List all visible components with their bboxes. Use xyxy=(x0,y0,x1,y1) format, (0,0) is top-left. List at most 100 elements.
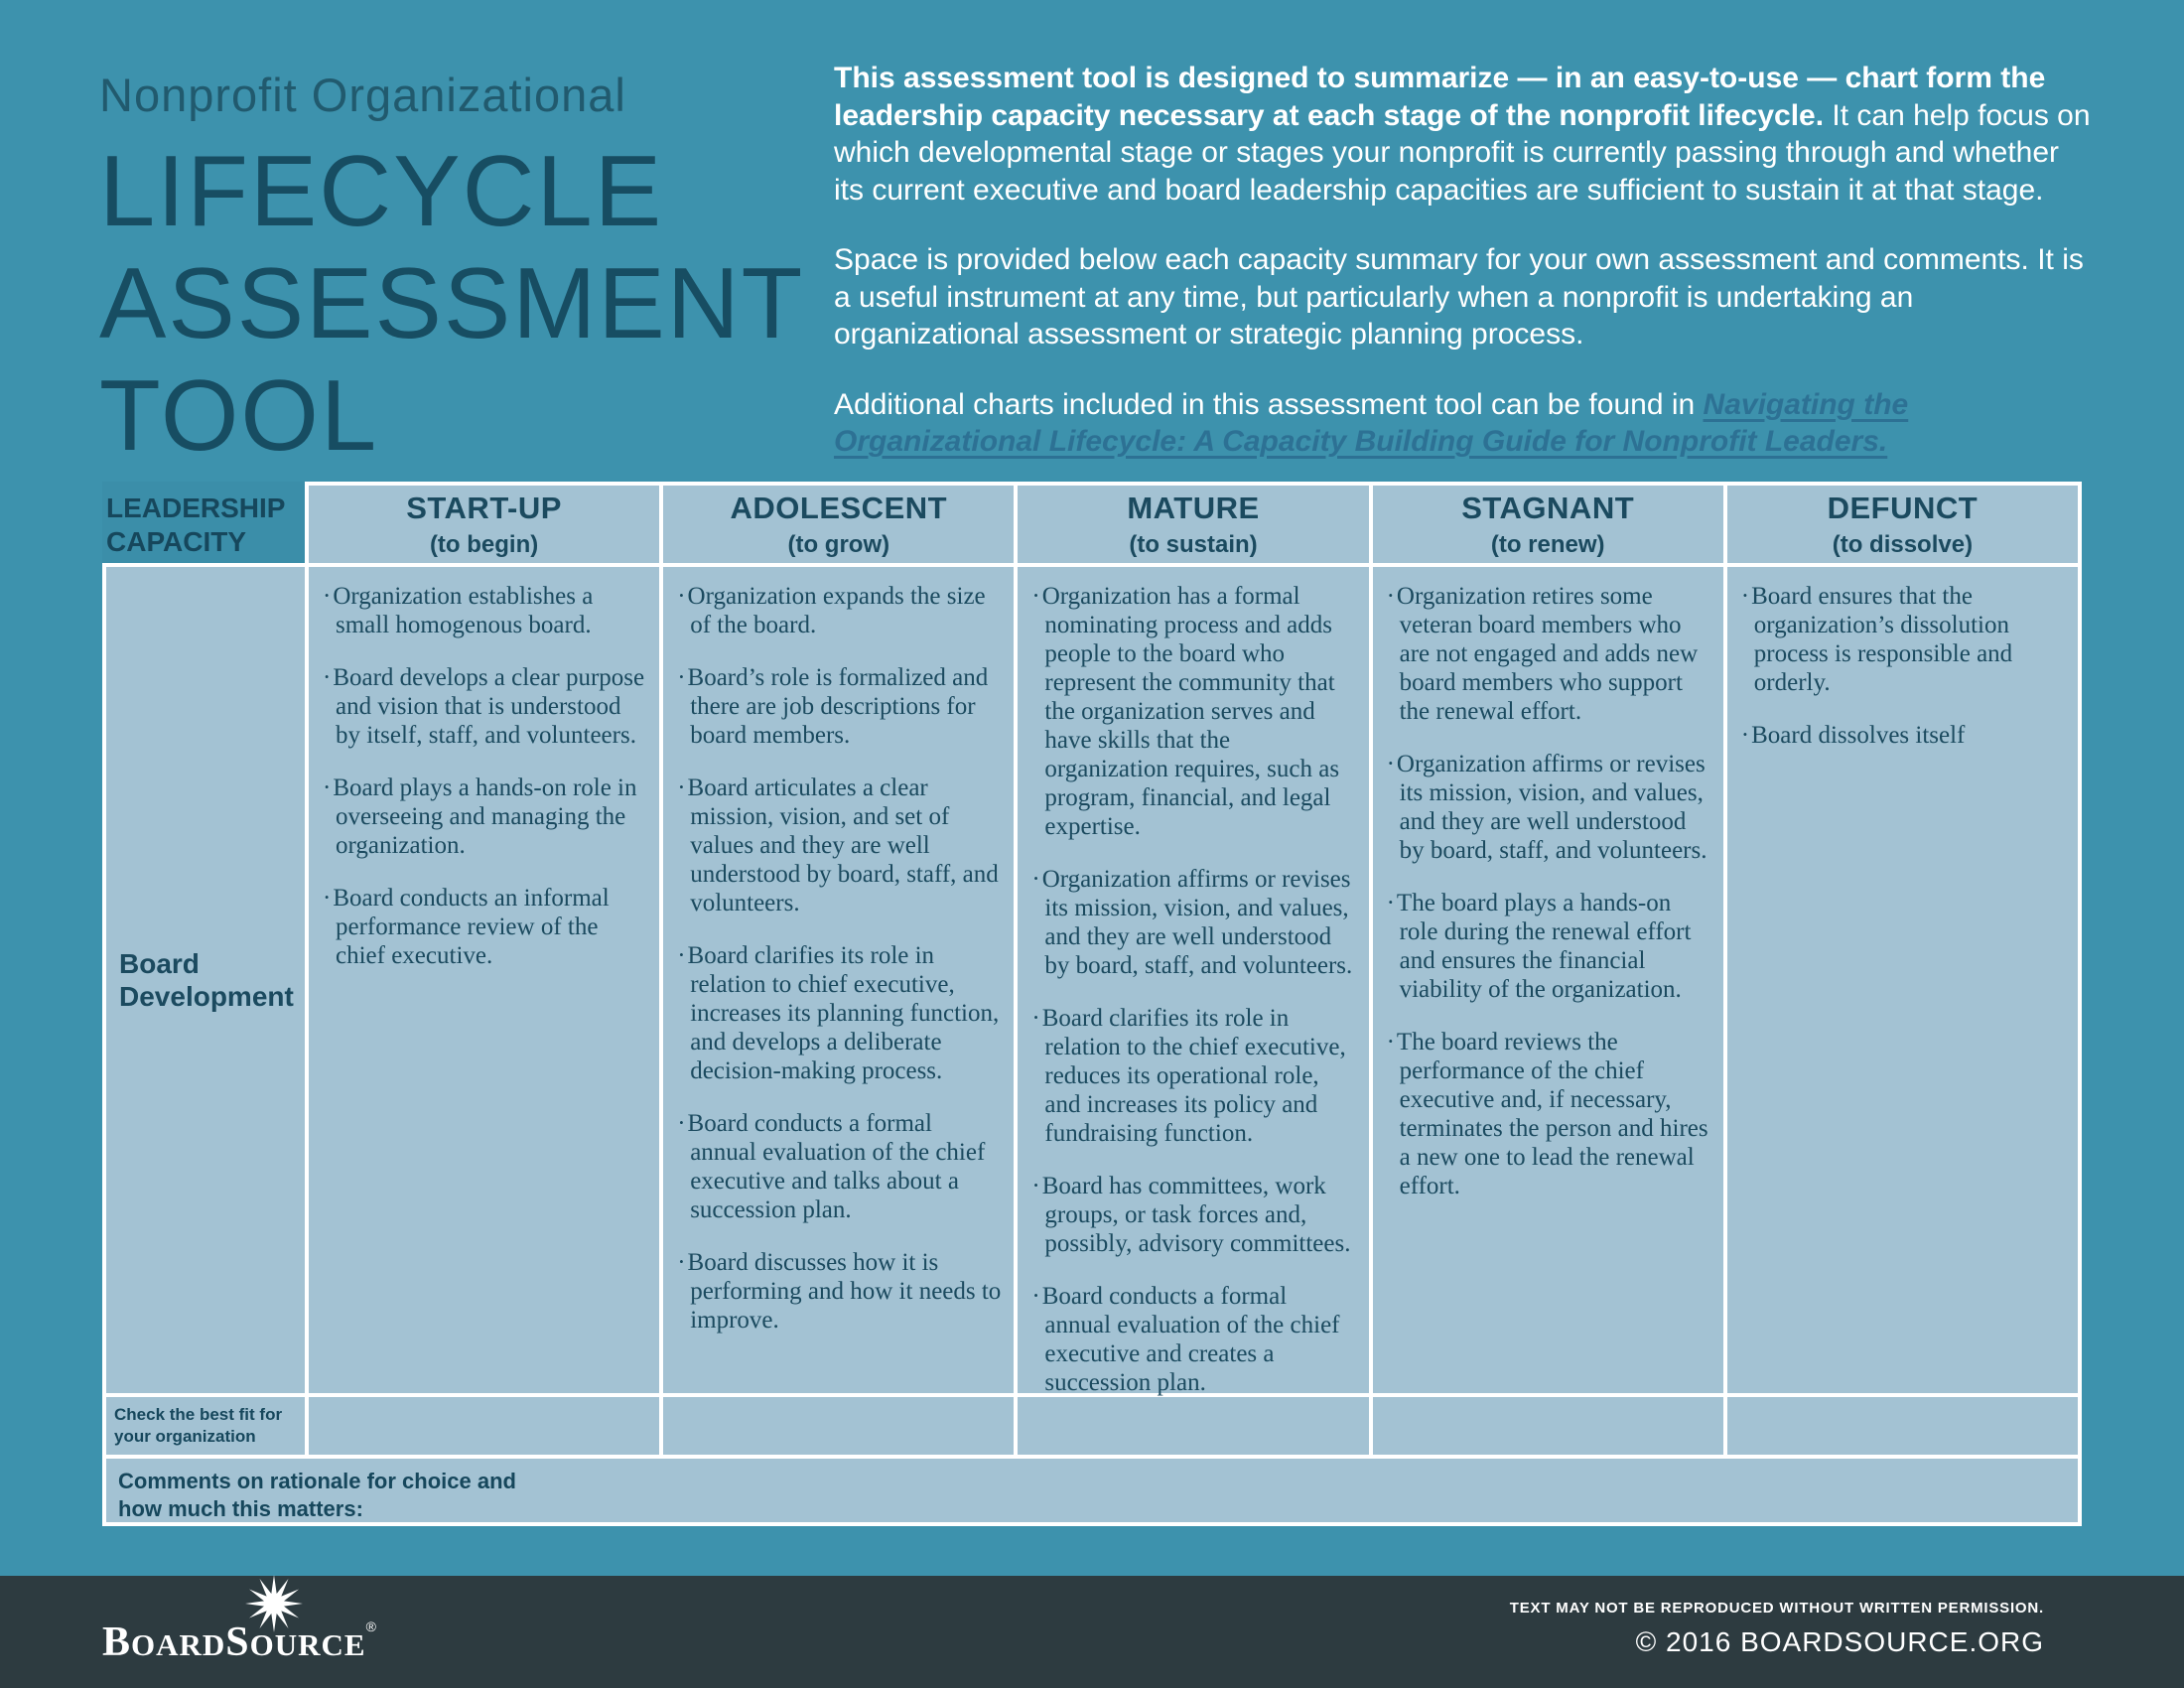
lifecycle-guide-link[interactable]: Navigating the Organizational Lifecycle:… xyxy=(834,387,1909,459)
bullet-item: ·Organization retires some veteran board… xyxy=(1387,582,1713,726)
bullet-text: Organization affirms or revises its miss… xyxy=(1041,866,1353,979)
bullet-item: ·Board has committees, work groups, or t… xyxy=(1031,1172,1358,1258)
sunburst-icon xyxy=(245,1575,303,1632)
bullet-item: ·Board clarifies its role in relation to… xyxy=(1031,1004,1358,1148)
column-header-start-up: START-UP (to begin) xyxy=(309,486,660,563)
bullet-item: ·Board’s role is formalized and there ar… xyxy=(677,663,1004,750)
bullet-item: ·Organization affirms or revises its mis… xyxy=(1031,865,1358,980)
bullet-text: Board articulates a clear mission, visio… xyxy=(687,774,999,916)
bullet-item: ·Organization affirms or revises its mis… xyxy=(1387,750,1713,865)
bullet-item: ·Board develops a clear purpose and visi… xyxy=(323,663,649,750)
best-fit-cell-adolescent[interactable] xyxy=(663,1397,1015,1455)
stage-name: DEFUNCT xyxy=(1827,490,1979,525)
bullet-item: ·Board dissolves itself xyxy=(1741,721,2068,750)
stage-subtitle: (to renew) xyxy=(1490,530,1605,558)
intro-paragraph-3: Additional charts included in this asses… xyxy=(834,386,2097,461)
page-kicker: Nonprofit Organizational xyxy=(99,69,626,121)
column-header-stagnant: STAGNANT (to renew) xyxy=(1372,486,1723,563)
bullet-text: Board conducts a formal annual evaluatio… xyxy=(687,1110,986,1223)
bullet-dot: · xyxy=(1031,866,1040,893)
logo-ource: OURCE xyxy=(249,1627,366,1662)
bullet-dot: · xyxy=(1386,1029,1395,1055)
stage-subtitle: (to sustain) xyxy=(1129,530,1258,558)
best-fit-cell-mature[interactable] xyxy=(1018,1397,1369,1455)
bullet-item: ·Organization establishes a small homoge… xyxy=(323,582,649,639)
row-label-board-development: Board Development xyxy=(106,567,305,1393)
bullet-text: Board clarifies its role in relation to … xyxy=(687,942,1000,1084)
bullet-text: Organization has a formal nominating pro… xyxy=(1041,583,1340,840)
stage-name: ADOLESCENT xyxy=(730,490,948,525)
bullet-dot: · xyxy=(323,885,332,912)
bullet-dot: · xyxy=(1031,1005,1040,1032)
bullet-text: The board reviews the performance of the… xyxy=(1396,1029,1708,1199)
board-development-start-up: ·Organization establishes a small homoge… xyxy=(309,567,660,1393)
bullet-dot: · xyxy=(1740,583,1750,610)
best-fit-cell-defunct[interactable] xyxy=(1726,1397,2078,1455)
stage-name: STAGNANT xyxy=(1461,490,1635,525)
bullet-dot: · xyxy=(1386,751,1395,777)
bullet-dot: · xyxy=(1031,1283,1040,1310)
bullet-dot: · xyxy=(1386,890,1395,916)
bullet-text: Board develops a clear purpose and visio… xyxy=(333,664,645,749)
best-fit-cell-stagnant[interactable] xyxy=(1372,1397,1723,1455)
footer-bar: BOARDSOURCE® TEXT MAY NOT BE REPRODUCED … xyxy=(0,1575,2184,1688)
title-block: Nonprofit Organizational LIFECYCLE ASSESS… xyxy=(99,68,802,473)
bullet-dot: · xyxy=(1031,583,1040,610)
bullet-text: Board plays a hands-on role in overseein… xyxy=(333,774,637,859)
bullet-text: Board clarifies its role in relation to … xyxy=(1041,1005,1346,1147)
bullet-item: ·Board conducts a formal annual evaluati… xyxy=(677,1109,1004,1224)
bullet-dot: · xyxy=(677,664,686,691)
logo-letter-b: B xyxy=(102,1619,132,1665)
bullet-item: ·The board plays a hands-on role during … xyxy=(1387,889,1713,1004)
bullet-text: Board conducts a formal annual evaluatio… xyxy=(1041,1283,1340,1396)
bullet-text: Board has committees, work groups, or ta… xyxy=(1041,1173,1351,1257)
stage-subtitle: (to grow) xyxy=(787,530,890,558)
board-development-adolescent: ·Organization expands the size of the bo… xyxy=(663,567,1015,1393)
bullet-text: Board ensures that the organization’s di… xyxy=(1751,583,2013,696)
registered-mark: ® xyxy=(365,1618,376,1634)
leadership-capacity-header: LEADERSHIP CAPACITY xyxy=(102,482,305,563)
intro-paragraph-1: This assessment tool is designed to summ… xyxy=(834,60,2097,209)
stage-name: MATURE xyxy=(1127,490,1260,525)
intro-p1-bold: This assessment tool is designed to summ… xyxy=(834,62,2046,132)
column-header-adolescent: ADOLESCENT (to grow) xyxy=(663,486,1015,563)
comments-row[interactable]: Comments on rationale for choice and how… xyxy=(106,1459,2078,1522)
bullet-item: ·Board plays a hands-on role in overseei… xyxy=(323,774,649,860)
comments-label: Comments on rationale for choice and how… xyxy=(118,1469,516,1521)
boardsource-logo: BOARDSOURCE® xyxy=(102,1575,376,1666)
bullet-item: ·Board clarifies its role in relation to… xyxy=(677,941,1004,1085)
bullet-dot: · xyxy=(323,583,332,610)
stage-subtitle: (to dissolve) xyxy=(1832,530,1974,558)
footer-legal: TEXT MAY NOT BE REPRODUCED WITHOUT WRITT… xyxy=(1510,1600,2044,1658)
bullet-dot: · xyxy=(323,774,332,801)
bullet-item: ·Board conducts a formal annual evaluati… xyxy=(1031,1282,1358,1397)
best-fit-cell-start-up[interactable] xyxy=(309,1397,660,1455)
bullet-text: The board plays a hands-on role during t… xyxy=(1396,890,1692,1003)
bullet-dot: · xyxy=(677,942,686,969)
reproduction-notice: TEXT MAY NOT BE REPRODUCED WITHOUT WRITT… xyxy=(1509,1600,2044,1617)
bullet-text: Organization affirms or revises its miss… xyxy=(1396,751,1707,864)
bullet-dot: · xyxy=(677,1110,686,1137)
column-header-mature: MATURE (to sustain) xyxy=(1018,486,1369,563)
assessment-table: LEADERSHIP CAPACITY Board Development Ch… xyxy=(102,482,2082,1526)
bullet-item: ·Board conducts an informal performance … xyxy=(323,884,649,970)
bullet-text: Organization expands the size of the boa… xyxy=(687,583,986,638)
bullet-text: Board discusses how it is performing and… xyxy=(687,1249,1002,1334)
intro-p1-rest: It can help focus on which developmental… xyxy=(834,98,2091,207)
page-title: LIFECYCLE ASSESSMENT TOOL xyxy=(99,136,802,473)
bullet-item: ·The board reviews the performance of th… xyxy=(1387,1028,1713,1200)
logo-oard: OARD xyxy=(131,1627,226,1662)
page-title-line: TOOL xyxy=(99,360,379,472)
column-header-defunct: DEFUNCT (to dissolve) xyxy=(1726,486,2078,563)
intro-text: This assessment tool is designed to summ… xyxy=(834,60,2097,493)
intro-p3-prefix: Additional charts included in this asses… xyxy=(834,387,1704,421)
bullet-text: Organization retires some veteran board … xyxy=(1396,583,1699,725)
bullet-dot: · xyxy=(1386,583,1395,610)
board-development-stagnant: ·Organization retires some veteran board… xyxy=(1372,567,1723,1393)
bullet-item: ·Board articulates a clear mission, visi… xyxy=(677,774,1004,917)
bullet-item: ·Board discusses how it is performing an… xyxy=(677,1248,1004,1335)
bullet-text: Board dissolves itself xyxy=(1751,722,1966,749)
bullet-item: ·Organization expands the size of the bo… xyxy=(677,582,1004,639)
bullet-dot: · xyxy=(1031,1173,1040,1199)
